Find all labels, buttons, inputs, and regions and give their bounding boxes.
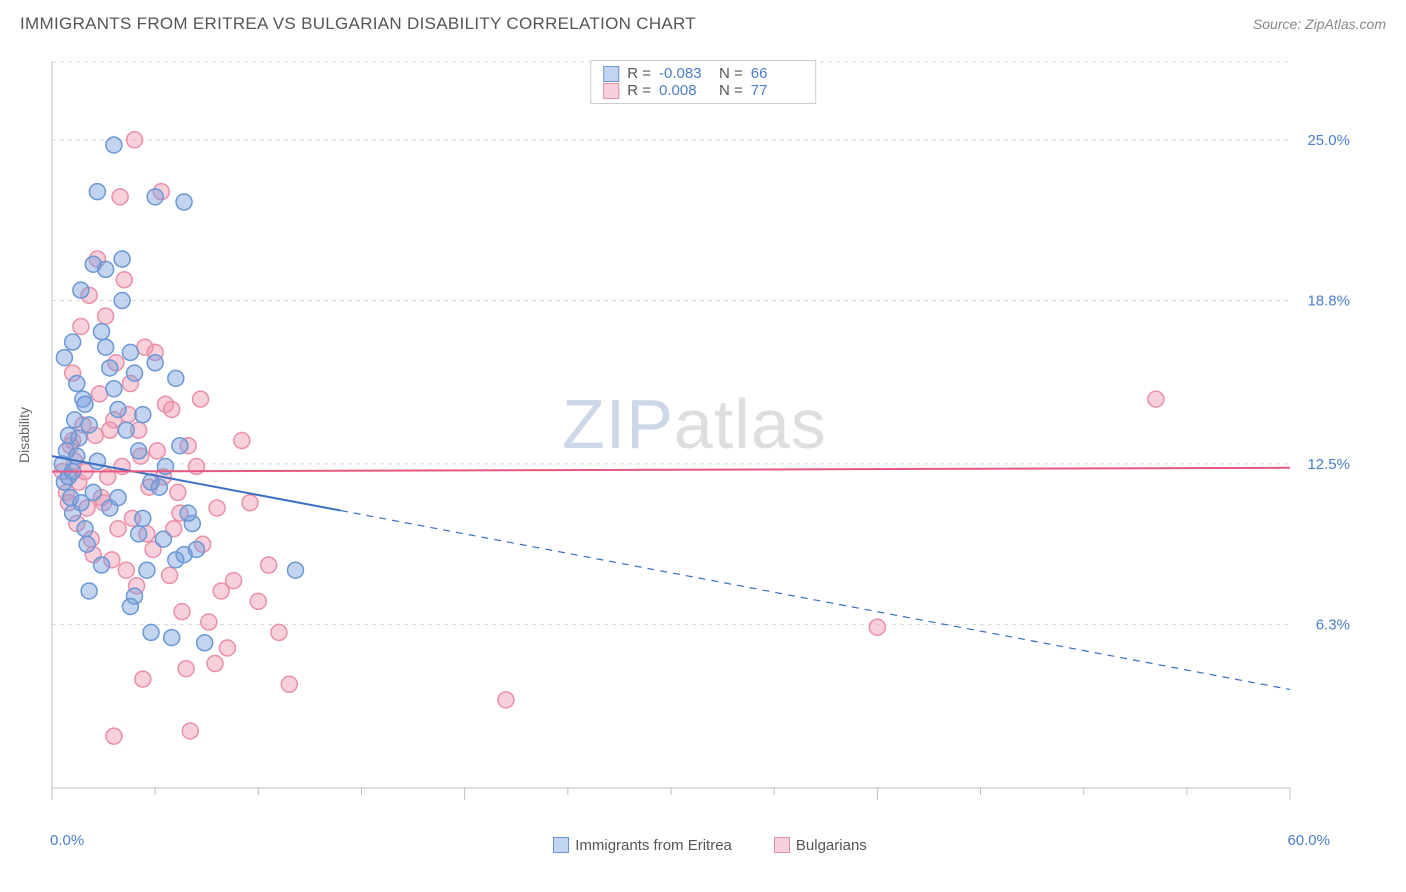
r-label: R = [627,82,651,99]
legend-item: Immigrants from Eritrea [539,837,732,854]
chart-header: IMMIGRANTS FROM ERITREA VS BULGARIAN DIS… [0,0,1406,42]
legend-correlation-box: R = -0.083 N = 66 R = 0.008 N = 77 [590,60,816,104]
legend-row: R = 0.008 N = 77 [603,82,803,99]
svg-text:18.8%: 18.8% [1307,293,1350,310]
svg-text:25.0%: 25.0% [1307,132,1350,149]
n-label: N = [719,65,743,82]
r-value: 0.008 [659,82,711,99]
svg-text:6.3%: 6.3% [1316,617,1350,634]
legend-swatch [553,837,569,853]
chart-title: IMMIGRANTS FROM ERITREA VS BULGARIAN DIS… [20,14,696,34]
legend-swatch [603,83,619,99]
r-value: -0.083 [659,65,711,82]
n-value: 66 [751,65,803,82]
n-label: N = [719,82,743,99]
chart-area: 6.3%12.5%18.8%25.0% Disability R =-0.083… [50,60,1356,810]
svg-text:12.5%: 12.5% [1307,456,1350,473]
r-label: R = [627,65,651,82]
scatter-plot: 6.3% 12.5% 18.8% 25.0% [50,60,1356,810]
n-value: 77 [751,82,803,99]
y-axis-label: Disability [16,407,32,463]
legend-item: Bulgarians [760,837,867,854]
legend-bottom: Immigrants from Eritrea Bulgarians [0,837,1406,854]
legend-swatch [603,66,619,82]
legend-row: R = -0.083 N = 66 [603,65,803,82]
legend-swatch [774,837,790,853]
source-label: Source: ZipAtlas.com [1253,16,1386,32]
